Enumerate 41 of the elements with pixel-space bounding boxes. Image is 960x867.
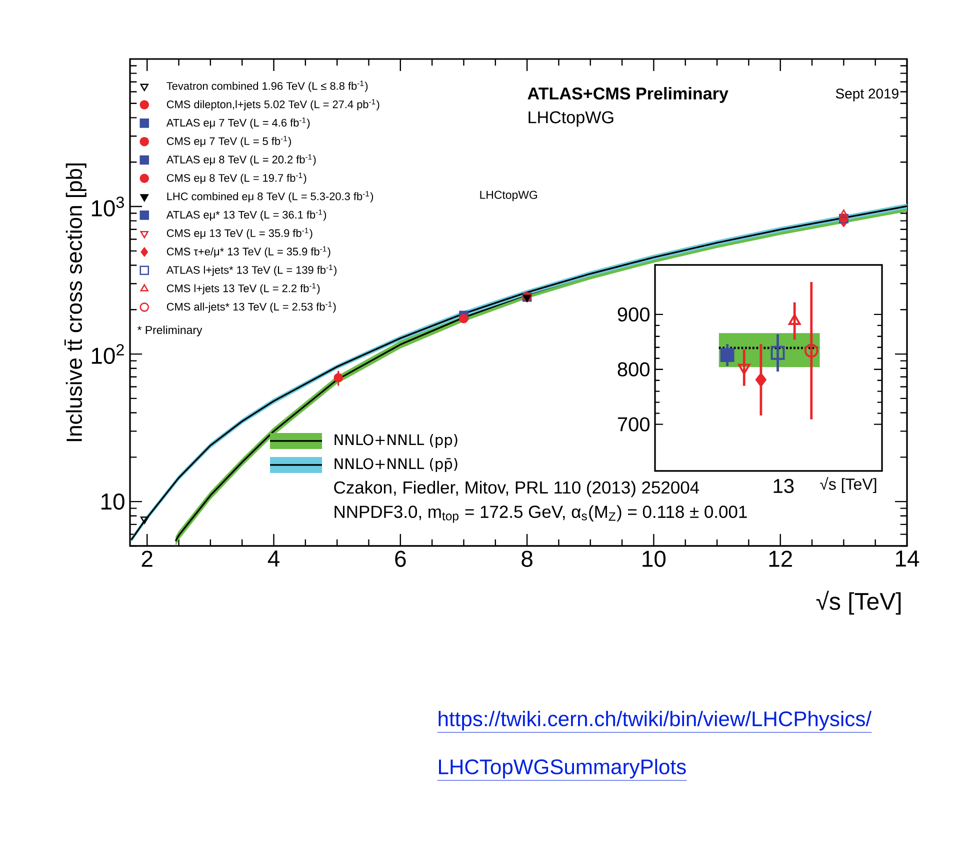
x-tick-label: 6 <box>395 550 406 567</box>
text: ATLAS+CMS Preliminary <box>528 87 728 103</box>
annotation: 13 <box>774 478 794 494</box>
y-tick-label: 800 <box>618 362 650 376</box>
annotation: NNPDF3.0, m$_{top}$ = 172.5 GeV, α$_{s}$(M$_{Z}$) = 0.118 ± 0.001 <box>334 505 747 523</box>
legend-label: ATLAS eμ* 13 TeV (L = 36.1 fb$^{-1}$) <box>166 209 326 221</box>
y-tick-label: 900 <box>618 307 650 322</box>
legend-label: NNLO+NNLL (pp̄) <box>334 458 458 472</box>
y-tick-label: 700 <box>618 417 650 432</box>
legend-label: CMS dilepton,l+jets 5.02 TeV (L = 27.4 pb$^{-1}$) <box>166 99 380 110</box>
legend-label: CMS eμ 8 TeV (L = 19.7 fb$^{-1}$) <box>166 172 306 184</box>
legend-label: LHC combined eμ 8 TeV (L = 5.3-20.3 fb$^{-1}$) <box>167 191 374 202</box>
x-tick-label: 12 <box>769 550 792 567</box>
annotation: Sept 2019 <box>836 88 898 102</box>
annotation: LHCtopWG <box>480 190 538 202</box>
y-tick-label: 10$^{3}$ <box>92 196 124 216</box>
text: LHCTopWGSummaryPlots <box>439 758 686 778</box>
legend-label: CMS τ+e/μ* 13 TeV (L = 35.9 fb$^{-1}$) <box>166 246 330 258</box>
legend-label: CMS l+jets 13 TeV (L = 2.2 fb$^{-1}$) <box>166 283 320 294</box>
x-tick-label: 8 <box>522 550 532 567</box>
x-tick-label: 2 <box>142 550 152 567</box>
legend-label: CMS all-jets* 13 TeV (L = 2.53 fb$^{-1}$) <box>166 301 336 313</box>
x-tick-label: 4 <box>268 550 280 566</box>
annotation: * Preliminary <box>137 326 202 336</box>
y-tick-label: 10 <box>102 493 124 510</box>
y-tick-label: 10$^{2}$ <box>92 344 124 364</box>
text: https://twiki.cern.ch/twiki/bin/view/LHCPhysics/ <box>438 710 872 730</box>
legend-label: ATLAS l+jets* 13 TeV (L = 139 fb$^{-1}$) <box>166 264 336 276</box>
y-axis-title: Inclusive tt̄ cross section [pb] <box>64 163 86 442</box>
legend-label: NNLO+NNLL (pp) <box>334 434 458 448</box>
text: LHCtopWG <box>528 111 614 127</box>
legend-label: ATLAS eμ 7 TeV (L = 4.6 fb$^{-1}$) <box>166 117 310 129</box>
legend-label: ATLAS eμ 8 TeV (L = 20.2 fb$^{-1}$) <box>166 154 316 166</box>
x-axis-title: √s [TeV] <box>816 590 901 615</box>
legend-label: CMS eμ 13 TeV (L = 35.9 fb$^{-1}$) <box>166 228 312 240</box>
x-axis-title: √s [TeV] <box>820 477 876 494</box>
legend-label: Tevatron combined 1.96 TeV (L ≤ 8.8 fb$^{-1}$) <box>166 80 368 92</box>
x-tick-label: 10 <box>642 550 666 567</box>
x-tick-label: 14 <box>896 550 920 566</box>
annotation: Czakon, Fiedler, Mitov, PRL 110 (2013) 252004 <box>334 480 700 498</box>
legend-label: CMS eμ 7 TeV (L = 5 fb$^{-1}$) <box>166 136 291 148</box>
